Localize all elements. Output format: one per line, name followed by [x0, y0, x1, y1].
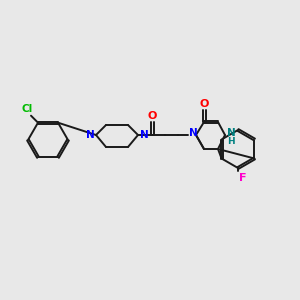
Text: H: H [227, 136, 235, 146]
Text: N: N [226, 128, 236, 138]
Text: N: N [189, 128, 197, 138]
Text: Cl: Cl [21, 104, 33, 114]
Text: O: O [199, 99, 209, 109]
Text: N: N [85, 130, 94, 140]
Text: O: O [147, 111, 157, 121]
Text: F: F [239, 173, 247, 183]
Text: N: N [140, 130, 148, 140]
